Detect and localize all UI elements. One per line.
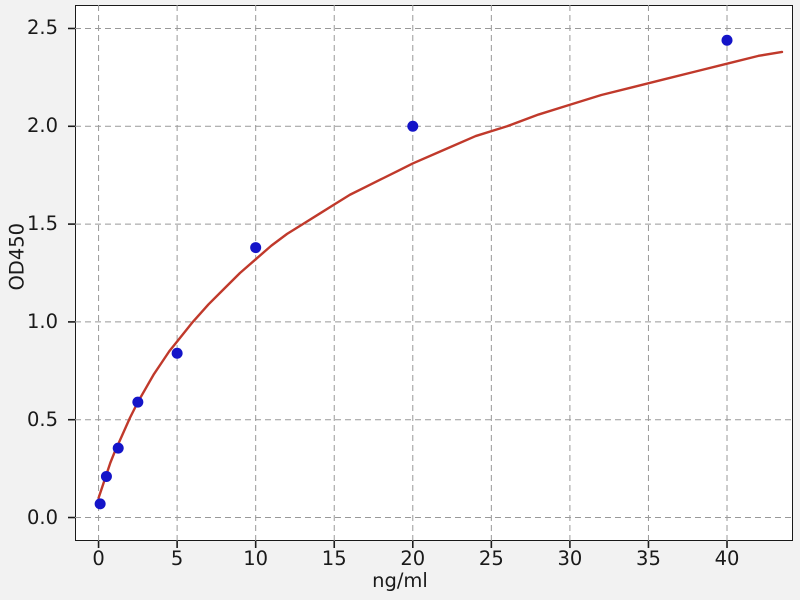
y-tick-label: 0.0 [26,505,58,529]
y-axis-tick-labels: 0.0 0.5 1.0 1.5 2.0 2.5 [0,0,58,600]
x-tick-label: 20 [400,547,426,570]
y-tick-label: 1.0 [26,309,58,333]
y-tick-label: 2.0 [26,114,58,138]
x-tick-label: 30 [557,547,583,570]
x-tick-label: 35 [636,547,661,570]
y-tick-label: 2.5 [26,16,58,40]
y-axis-title: OD450 [5,222,29,291]
x-tick-label: 5 [170,547,184,570]
x-axis-title: ng/ml [372,569,428,592]
x-tick-label: 10 [243,547,269,570]
x-axis-tick-labels: 0 5 10 15 20 25 30 35 40 [0,549,800,579]
x-tick-label: 0 [92,547,105,570]
plot-area [75,5,793,541]
x-tick-label: 25 [478,547,504,570]
y-tick-label: 1.5 [26,212,58,236]
x-tick-label: 40 [714,547,740,570]
y-tick-label: 0.5 [26,407,58,431]
x-tick-label: 15 [321,547,347,570]
